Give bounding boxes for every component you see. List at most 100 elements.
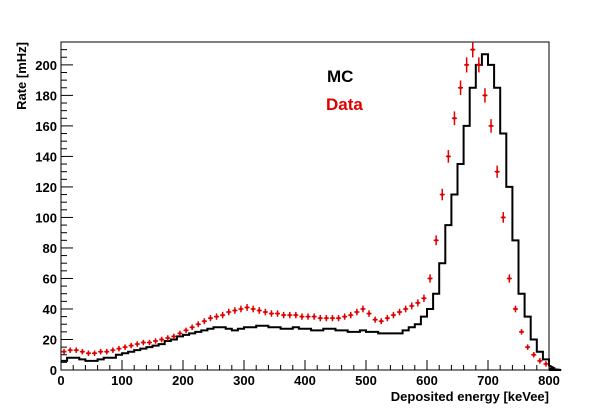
y-tick-label: 180 [35,88,57,103]
data-point [329,315,335,322]
data-point [165,335,171,341]
data-point [476,57,482,73]
data-point [512,305,518,313]
x-tick-label: 500 [355,373,377,388]
data-series [61,41,549,367]
data-point [250,305,256,313]
data-point [336,315,342,322]
data-point [207,315,213,322]
data-point [525,344,531,350]
data-point [537,358,543,364]
data-point [390,311,396,319]
y-tick-label: 60 [43,271,57,286]
data-point [464,57,470,73]
data-point [183,327,189,334]
y-tick-label: 80 [43,241,57,256]
x-tick-label: 700 [477,373,499,388]
data-point [140,339,146,346]
data-point [323,315,329,322]
data-point [348,311,354,319]
x-tick-label: 800 [538,373,560,388]
axis-ticks [60,41,550,371]
data-point [195,321,201,328]
data-point [305,313,311,320]
plot-frame [60,41,550,371]
data-point [153,338,159,344]
data-point [458,80,464,96]
y-tick-label: 100 [35,210,57,225]
data-point [159,336,165,343]
legend-label-data: Data [326,95,363,114]
x-tick-label: 600 [416,373,438,388]
x-tick-label: 0 [57,373,64,388]
data-point [201,318,207,325]
data-point [79,348,85,355]
data-point [311,313,317,320]
data-point [342,313,348,320]
y-tick-label: 0 [50,363,57,378]
data-point [519,329,525,335]
data-point [214,313,220,320]
x-tick-label: 100 [111,373,133,388]
data-point [134,341,140,347]
y-tick-label: 140 [35,149,57,164]
data-point [275,310,281,317]
data-point [360,305,366,313]
data-point [146,339,152,346]
data-point [226,308,232,316]
data-point [445,150,451,163]
data-point [232,307,238,314]
data-point [500,212,506,223]
data-point [384,315,390,322]
data-point [262,308,268,316]
data-point [354,308,360,316]
data-point [397,308,403,316]
x-axis-title: Deposited energy [keVee] [391,389,549,404]
data-point [506,274,512,283]
data-point [92,350,98,356]
y-tick-label: 40 [43,302,57,317]
data-point [98,348,104,355]
y-tick-labels: 0 20 40 60 80 100 120 140 160 180 200 [35,58,57,378]
data-point [177,330,183,337]
data-point [415,299,421,307]
y-tick-label: 160 [35,119,57,134]
data-point [494,165,500,178]
data-point [427,274,433,283]
data-point [403,305,409,313]
x-tick-labels: 0 100 200 300 400 500 600 700 800 [57,373,559,388]
data-point [372,316,378,323]
data-point [287,311,293,319]
data-point [244,304,250,311]
data-point [61,348,67,355]
data-point [433,235,439,246]
legend-label-mc: MC [327,67,353,86]
data-point [421,294,427,302]
x-tick-label: 200 [172,373,194,388]
data-point [299,313,305,320]
mc-series [61,53,562,371]
y-tick-label: 20 [43,332,57,347]
data-point [85,350,91,356]
data-point [409,302,415,310]
data-point [482,88,488,103]
data-point [128,342,134,349]
data-point [189,324,195,331]
data-point [293,311,299,319]
data-point [122,344,128,350]
y-tick-label: 120 [35,180,57,195]
data-point [470,41,476,58]
data-point [238,305,244,313]
data-point [171,333,177,340]
data-point [488,119,494,133]
data-point [110,347,116,353]
data-point [116,345,122,352]
x-tick-label: 400 [294,373,316,388]
data-point [73,347,79,353]
data-point [220,311,226,319]
y-axis-title: Rate [mHz] [14,42,29,110]
data-point [268,310,274,317]
data-point [451,111,457,126]
data-point [67,347,73,353]
